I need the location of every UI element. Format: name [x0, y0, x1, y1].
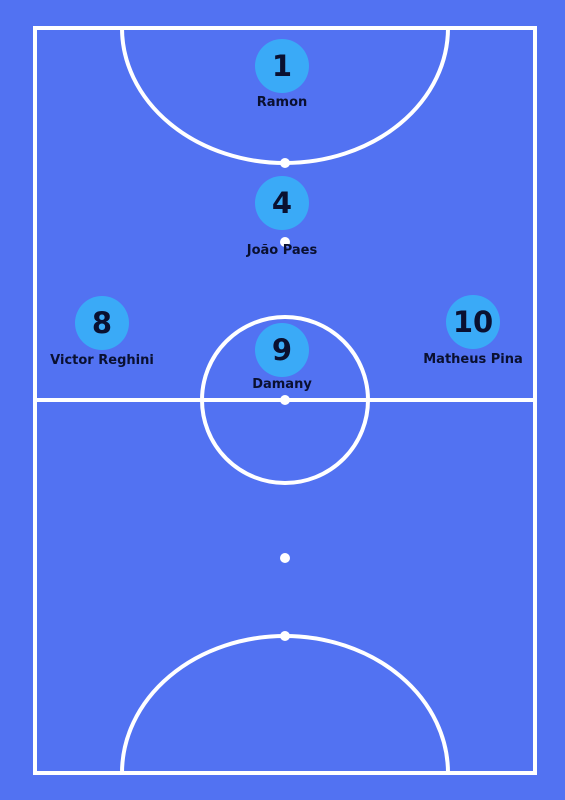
player-victor-reghini[interactable]: 8 Victor Reghini: [12, 296, 192, 368]
player-ramon[interactable]: 1 Ramon: [192, 39, 372, 110]
player-name: Ramon: [256, 95, 308, 110]
player-number-badge: 8: [75, 296, 129, 350]
player-number-badge: 4: [255, 176, 309, 230]
player-matheus-pina[interactable]: 10 Matheus Pina: [383, 295, 563, 367]
bottom-penalty-spot: [280, 631, 290, 641]
top-second-penalty-spot: [280, 237, 290, 247]
player-damany[interactable]: 9 Damany: [192, 323, 372, 392]
player-number-badge: 1: [255, 39, 309, 93]
player-name: Matheus Pina: [423, 352, 523, 367]
center-circle: [200, 315, 370, 485]
bottom-second-penalty-spot: [280, 553, 290, 563]
player-name: Victor Reghini: [50, 353, 154, 368]
player-name: Damany: [252, 377, 312, 392]
player-number-badge: 9: [255, 323, 309, 377]
player-joao-paes[interactable]: 4 João Paes: [192, 176, 372, 258]
top-penalty-spot: [280, 158, 290, 168]
center-spot: [280, 395, 290, 405]
player-number-badge: 10: [446, 295, 500, 349]
player-name: João Paes: [246, 243, 318, 258]
